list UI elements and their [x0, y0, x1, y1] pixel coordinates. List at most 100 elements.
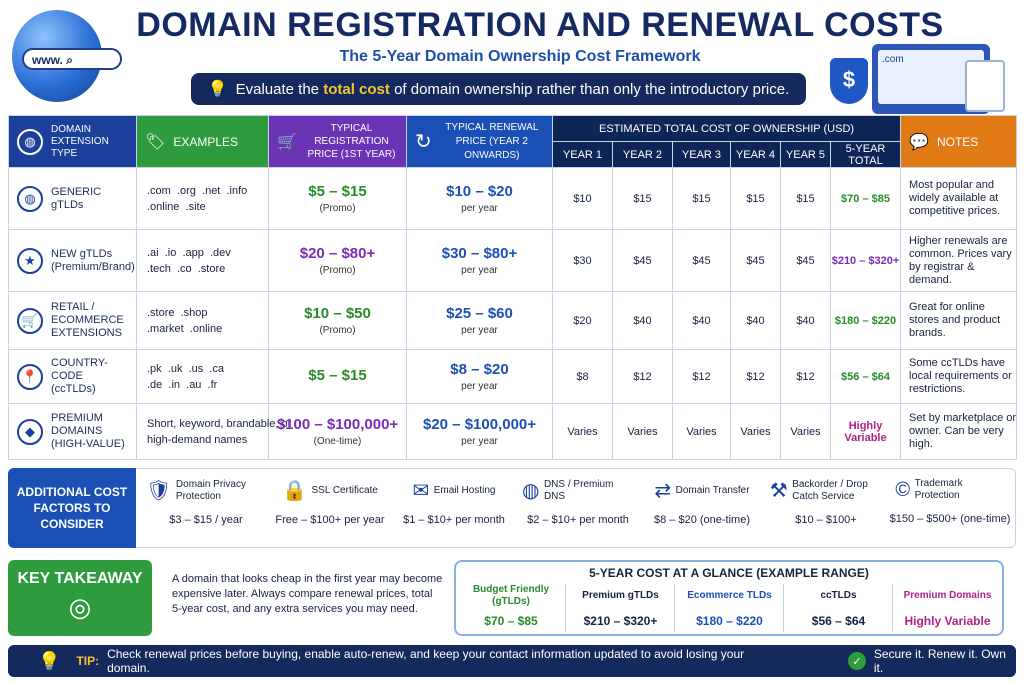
table-row: ◍ GENERIC gTLDs .com .org .net .info .onlin…	[8, 167, 1018, 230]
cell-year-4: $12	[730, 349, 781, 404]
cell-notes: Some ccTLDs have local requirements or r…	[900, 349, 1018, 404]
type-label: PREMIUM DOMAINS (HIGH-VALUE)	[51, 412, 125, 450]
factor-price: $150 – $500+ (one-time)	[889, 513, 1011, 525]
chat-icon: 💬	[909, 133, 929, 151]
tip-text: Check renewal prices before buying, enab…	[107, 647, 745, 675]
factor-name: Backorder / Drop Catch Service	[792, 478, 868, 502]
renewal-note: per year	[461, 325, 498, 336]
factor-price: $2 – $10+ per month	[527, 514, 629, 526]
cost-table: ◍ DOMAIN EXTENSION TYPE 🏷 EXAMPLES 🛒 TYPICA…	[8, 115, 1018, 460]
type-label: NEW gTLDs (Premium/Brand)	[51, 247, 135, 273]
cell-examples: .pk .uk .us .ca .de .in .au .fr	[136, 349, 269, 404]
header-renewal-label: TYPICAL RENEWAL PRICE (YEAR 2 ONWARDS)	[445, 121, 539, 161]
cell-5yr-total: Highly Variable	[829, 403, 902, 460]
cell-examples: Short, keyword, brandable, or high-demand…	[136, 403, 292, 460]
table-row: ★ NEW gTLDs (Premium/Brand) .ai .io .app .…	[8, 229, 1018, 292]
cart-icon: 🛒	[277, 133, 297, 151]
page-subtitle: The 5-Year Domain Ownership Cost Framewo…	[339, 48, 701, 65]
cell-renewal: $30 – $80+ per year	[406, 229, 553, 292]
url-bar-illustration: www. ⌕	[22, 48, 122, 70]
cell-year-2: $45	[612, 229, 673, 292]
cell-year-1: $30	[552, 229, 613, 292]
shield-icon: 🛡	[146, 480, 172, 502]
glance-value: $180 – $220	[696, 614, 763, 628]
cell-year-5: $45	[780, 229, 831, 292]
glance-value: $70 – $85	[484, 614, 538, 628]
cell-5yr-total: $180 – $220	[829, 291, 902, 350]
factor-name: DNS / Premium DNS	[543, 478, 614, 502]
cell-type: ◆ PREMIUM DOMAINS (HIGH-VALUE)	[8, 403, 137, 460]
header-examples: 🏷 EXAMPLES	[136, 115, 269, 168]
examples-line-1: .ai .io .app .dev	[147, 246, 231, 259]
header-type: ◍ DOMAIN EXTENSION TYPE	[8, 115, 137, 168]
header-registration-label: TYPICAL REGISTRATION PRICE (1ST YEAR)	[307, 123, 396, 160]
registration-price: $20 – $80+	[299, 245, 376, 262]
cell-year-3: Varies	[672, 403, 731, 460]
registration-price: $5 – $15	[308, 183, 367, 200]
gavel-icon: ⚒	[769, 480, 788, 502]
search-icon: ⌕	[66, 53, 73, 67]
diamond-icon: ◆	[17, 418, 43, 445]
glance-panel	[454, 560, 1004, 636]
table-row: 🛒 RETAIL / ECOMMERCE EXTENSIONS .store .sh…	[8, 291, 1018, 350]
factor-name: Domain Privacy Protection	[175, 478, 246, 502]
examples-line-1: Short, keyword, brandable, or	[147, 417, 292, 430]
header-tco: ESTIMATED TOTAL COST OF OWNERSHIP (USD)	[551, 115, 902, 142]
header-registration: 🛒 TYPICAL REGISTRATION PRICE (1ST YEAR)	[268, 115, 407, 168]
examples-line-1: .store .shop	[147, 306, 208, 319]
examples-line-2: high-demand names	[147, 433, 248, 446]
registration-note: (Promo)	[319, 325, 356, 336]
cell-registration: $5 – $15	[268, 349, 407, 404]
renewal-note: per year	[461, 436, 498, 447]
renewal-price: $25 – $60	[446, 305, 513, 322]
cost-factor: © Trademark Protection $150 – $500+ (one-…	[888, 478, 1012, 526]
renewal-price: $8 – $20	[450, 361, 509, 378]
registration-note: (Promo)	[319, 203, 356, 214]
cell-year-2: $40	[612, 291, 673, 350]
cell-type: 📍 COUNTRY-CODE (ccTLDs)	[8, 349, 137, 404]
copyright-icon: ©	[895, 478, 911, 501]
tco-subheader: YEAR 5	[780, 141, 831, 168]
cost-factor: ✉ Email Hosting $1 – $10+ per month	[392, 478, 516, 527]
header-notes-label: NOTES	[936, 134, 979, 149]
key-takeaway-text: A domain that looks cheap in the first y…	[172, 573, 443, 615]
globe-icon: ◍	[17, 128, 43, 155]
cost-factor: ◍ DNS / Premium DNS $2 – $10+ per month	[516, 478, 640, 527]
cell-year-3: $40	[672, 291, 731, 350]
shield-symbol: $	[842, 67, 856, 92]
glance-name: ccTLDs	[820, 590, 857, 601]
cell-registration: $5 – $15 (Promo)	[268, 167, 407, 230]
renewal-price: $30 – $80+	[441, 245, 518, 262]
cell-year-2: Varies	[612, 403, 673, 460]
examples-line-2: .tech .co .store	[147, 262, 226, 275]
cell-year-3: $45	[672, 229, 731, 292]
globe-icon: ◍	[522, 480, 540, 502]
cell-notes: Set by marketplace or owner. Can be very…	[900, 403, 1018, 460]
globe-icon: ◍	[17, 185, 43, 212]
glance-value: Highly Variable	[904, 614, 991, 628]
tco-subheader: YEAR 3	[672, 141, 731, 168]
dollar-shield-icon: $	[830, 58, 868, 104]
factor-name: Trademark Protection	[914, 478, 963, 501]
key-takeaway-box: KEY TAKEAWAY ◎	[8, 560, 152, 636]
cost-factor: 🔒 SSL Certificate Free – $100+ per year	[268, 478, 392, 527]
glance-column: Premium gTLDs $210 – $320+	[565, 584, 675, 632]
glance-title: 5-YEAR COST AT A GLANCE (EXAMPLE RANGE)	[589, 566, 869, 580]
cell-year-2: $15	[612, 167, 673, 230]
cell-year-4: $15	[730, 167, 781, 230]
cell-renewal: $10 – $20 per year	[406, 167, 553, 230]
key-takeaway-label: KEY TAKEAWAY	[17, 570, 143, 587]
map-pin-icon: 📍	[17, 363, 43, 390]
header-renewal: ↻ TYPICAL RENEWAL PRICE (YEAR 2 ONWARDS)	[406, 115, 553, 168]
star-icon: ★	[17, 247, 43, 274]
header-notes: 💬 NOTES	[900, 115, 1018, 168]
renewal-price: $10 – $20	[446, 183, 513, 200]
cell-year-5: $40	[780, 291, 831, 350]
document-illustration	[965, 60, 1005, 112]
cell-year-1: $8	[552, 349, 613, 404]
cell-year-3: $12	[672, 349, 731, 404]
examples-line-2: .market .online	[147, 322, 223, 335]
cell-5yr-total: $210 – $320+	[829, 229, 902, 292]
examples-line-1: .com .org .net .info	[147, 184, 248, 197]
table-row: 📍 COUNTRY-CODE (ccTLDs) .pk .uk .us .ca .de…	[8, 349, 1018, 404]
